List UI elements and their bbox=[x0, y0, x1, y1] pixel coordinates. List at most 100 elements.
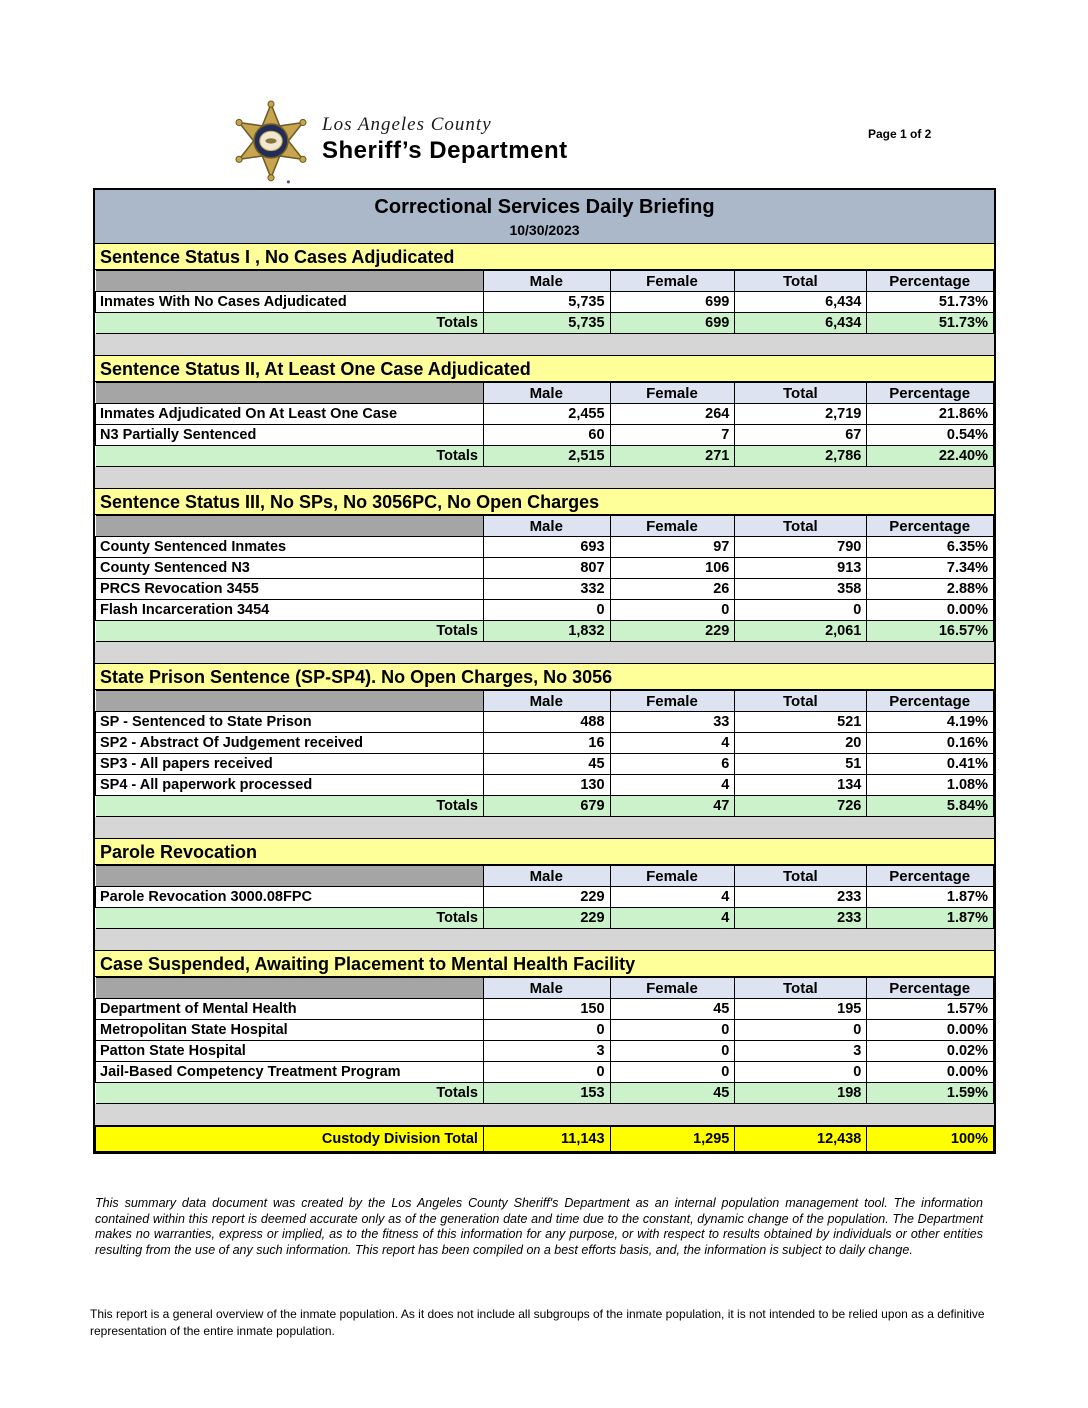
table-row: SP2 - Abstract Of Judgement received 16 4 2… bbox=[95, 732, 994, 754]
report-section: Case Suspended, Awaiting Placement to Me… bbox=[95, 951, 994, 1126]
row-value-female: 33 bbox=[609, 711, 736, 733]
column-header-female: Female bbox=[609, 690, 736, 712]
column-header-female: Female bbox=[609, 515, 736, 537]
totals-value-total: 6,434 bbox=[734, 312, 868, 334]
totals-value-male: 679 bbox=[482, 795, 611, 817]
column-header-female: Female bbox=[609, 977, 736, 999]
totals-value-total: 233 bbox=[734, 907, 868, 929]
row-value-male: 5,735 bbox=[482, 291, 611, 313]
report-section: Parole Revocation Male Female Total Percenta… bbox=[95, 839, 994, 951]
table-row: Department of Mental Health 150 45 195 1.57% bbox=[95, 998, 994, 1020]
corner-cell bbox=[95, 977, 484, 999]
column-header-percentage: Percentage bbox=[866, 382, 994, 404]
corner-cell bbox=[95, 270, 484, 292]
table-row: N3 Partially Sentenced 60 7 67 0.54% bbox=[95, 424, 994, 446]
row-value-percentage: 21.86% bbox=[866, 403, 994, 425]
row-value-female: 97 bbox=[609, 536, 736, 558]
row-value-total: 0 bbox=[734, 1019, 868, 1041]
row-value-total: 913 bbox=[734, 557, 868, 579]
row-value-female: 45 bbox=[609, 998, 736, 1020]
row-value-male: 3 bbox=[482, 1040, 611, 1062]
grand-total-female: 1,295 bbox=[609, 1126, 736, 1152]
totals-label: Totals bbox=[95, 907, 484, 929]
row-value-male: 488 bbox=[482, 711, 611, 733]
row-value-female: 0 bbox=[609, 1061, 736, 1083]
row-value-total: 790 bbox=[734, 536, 868, 558]
grand-total-percentage: 100% bbox=[866, 1126, 994, 1152]
corner-cell bbox=[95, 865, 484, 887]
row-label: Inmates Adjudicated On At Least One Case bbox=[95, 403, 484, 425]
row-value-male: 150 bbox=[482, 998, 611, 1020]
row-value-male: 45 bbox=[482, 753, 611, 775]
row-label: Metropolitan State Hospital bbox=[95, 1019, 484, 1041]
totals-row: Totals 5,735 699 6,434 51.73% bbox=[95, 312, 994, 334]
totals-value-female: 45 bbox=[609, 1082, 736, 1104]
row-label: County Sentenced Inmates bbox=[95, 536, 484, 558]
report-date: 10/30/2023 bbox=[509, 222, 580, 238]
column-header-percentage: Percentage bbox=[866, 270, 994, 292]
column-header-male: Male bbox=[482, 977, 611, 999]
row-value-male: 807 bbox=[482, 557, 611, 579]
totals-label: Totals bbox=[95, 795, 484, 817]
row-value-total: 67 bbox=[734, 424, 868, 446]
column-header-female: Female bbox=[609, 382, 736, 404]
table-row: County Sentenced N3 807 106 913 7.34% bbox=[95, 557, 994, 579]
column-header-male: Male bbox=[482, 515, 611, 537]
row-label: County Sentenced N3 bbox=[95, 557, 484, 579]
column-header-total: Total bbox=[734, 865, 868, 887]
row-label: PRCS Revocation 3455 bbox=[95, 578, 484, 600]
row-label: N3 Partially Sentenced bbox=[95, 424, 484, 446]
column-header-female: Female bbox=[609, 865, 736, 887]
column-header-female: Female bbox=[609, 270, 736, 292]
grand-total-total: 12,438 bbox=[734, 1126, 868, 1152]
corner-cell bbox=[95, 382, 484, 404]
column-header-row: Male Female Total Percentage bbox=[95, 270, 994, 292]
row-value-male: 0 bbox=[482, 599, 611, 621]
row-value-male: 0 bbox=[482, 1061, 611, 1083]
section-table: Male Female Total Percentage Inmates With No… bbox=[95, 270, 994, 334]
row-value-total: 521 bbox=[734, 711, 868, 733]
totals-value-male: 153 bbox=[482, 1082, 611, 1104]
row-value-total: 6,434 bbox=[734, 291, 868, 313]
column-header-percentage: Percentage bbox=[866, 977, 994, 999]
row-value-total: 51 bbox=[734, 753, 868, 775]
row-value-percentage: 7.34% bbox=[866, 557, 994, 579]
totals-value-female: 271 bbox=[609, 445, 736, 467]
row-value-male: 16 bbox=[482, 732, 611, 754]
lasd-logo: Los Angeles County Sheriff’s Department bbox=[228, 100, 568, 188]
row-value-female: 0 bbox=[609, 599, 736, 621]
totals-value-percentage: 1.87% bbox=[866, 907, 994, 929]
table-row: Flash Incarceration 3454 0 0 0 0.00% bbox=[95, 599, 994, 621]
row-value-female: 0 bbox=[609, 1040, 736, 1062]
totals-row: Totals 2,515 271 2,786 22.40% bbox=[95, 445, 994, 467]
report-sections: Sentence Status I , No Cases Adjudicated… bbox=[95, 244, 994, 1126]
table-row: Inmates Adjudicated On At Least One Case… bbox=[95, 403, 994, 425]
totals-value-percentage: 16.57% bbox=[866, 620, 994, 642]
column-header-total: Total bbox=[734, 270, 868, 292]
report-section: Sentence Status III, No SPs, No 3056PC, … bbox=[95, 489, 994, 664]
logo-county-text: Los Angeles County bbox=[322, 114, 492, 135]
table-row: Inmates With No Cases Adjudicated 5,735 69… bbox=[95, 291, 994, 313]
section-spacer bbox=[95, 817, 994, 839]
column-header-percentage: Percentage bbox=[866, 865, 994, 887]
totals-label: Totals bbox=[95, 620, 484, 642]
totals-value-total: 726 bbox=[734, 795, 868, 817]
row-value-total: 358 bbox=[734, 578, 868, 600]
row-value-male: 60 bbox=[482, 424, 611, 446]
section-spacer bbox=[95, 334, 994, 356]
sheriff-star-badge-icon bbox=[235, 100, 307, 184]
row-value-male: 693 bbox=[482, 536, 611, 558]
totals-value-total: 2,061 bbox=[734, 620, 868, 642]
grand-total-row: Custody Division Total 11,143 1,295 12,4… bbox=[95, 1126, 994, 1152]
row-value-male: 332 bbox=[482, 578, 611, 600]
row-value-percentage: 0.02% bbox=[866, 1040, 994, 1062]
column-header-row: Male Female Total Percentage bbox=[95, 382, 994, 404]
row-value-total: 134 bbox=[734, 774, 868, 796]
row-value-female: 0 bbox=[609, 1019, 736, 1041]
totals-row: Totals 679 47 726 5.84% bbox=[95, 795, 994, 817]
row-value-male: 229 bbox=[482, 886, 611, 908]
totals-row: Totals 1,832 229 2,061 16.57% bbox=[95, 620, 994, 642]
section-title: State Prison Sentence (SP-SP4). No Open … bbox=[95, 664, 994, 690]
totals-value-percentage: 5.84% bbox=[866, 795, 994, 817]
page-number: Page 1 of 2 bbox=[868, 127, 932, 141]
